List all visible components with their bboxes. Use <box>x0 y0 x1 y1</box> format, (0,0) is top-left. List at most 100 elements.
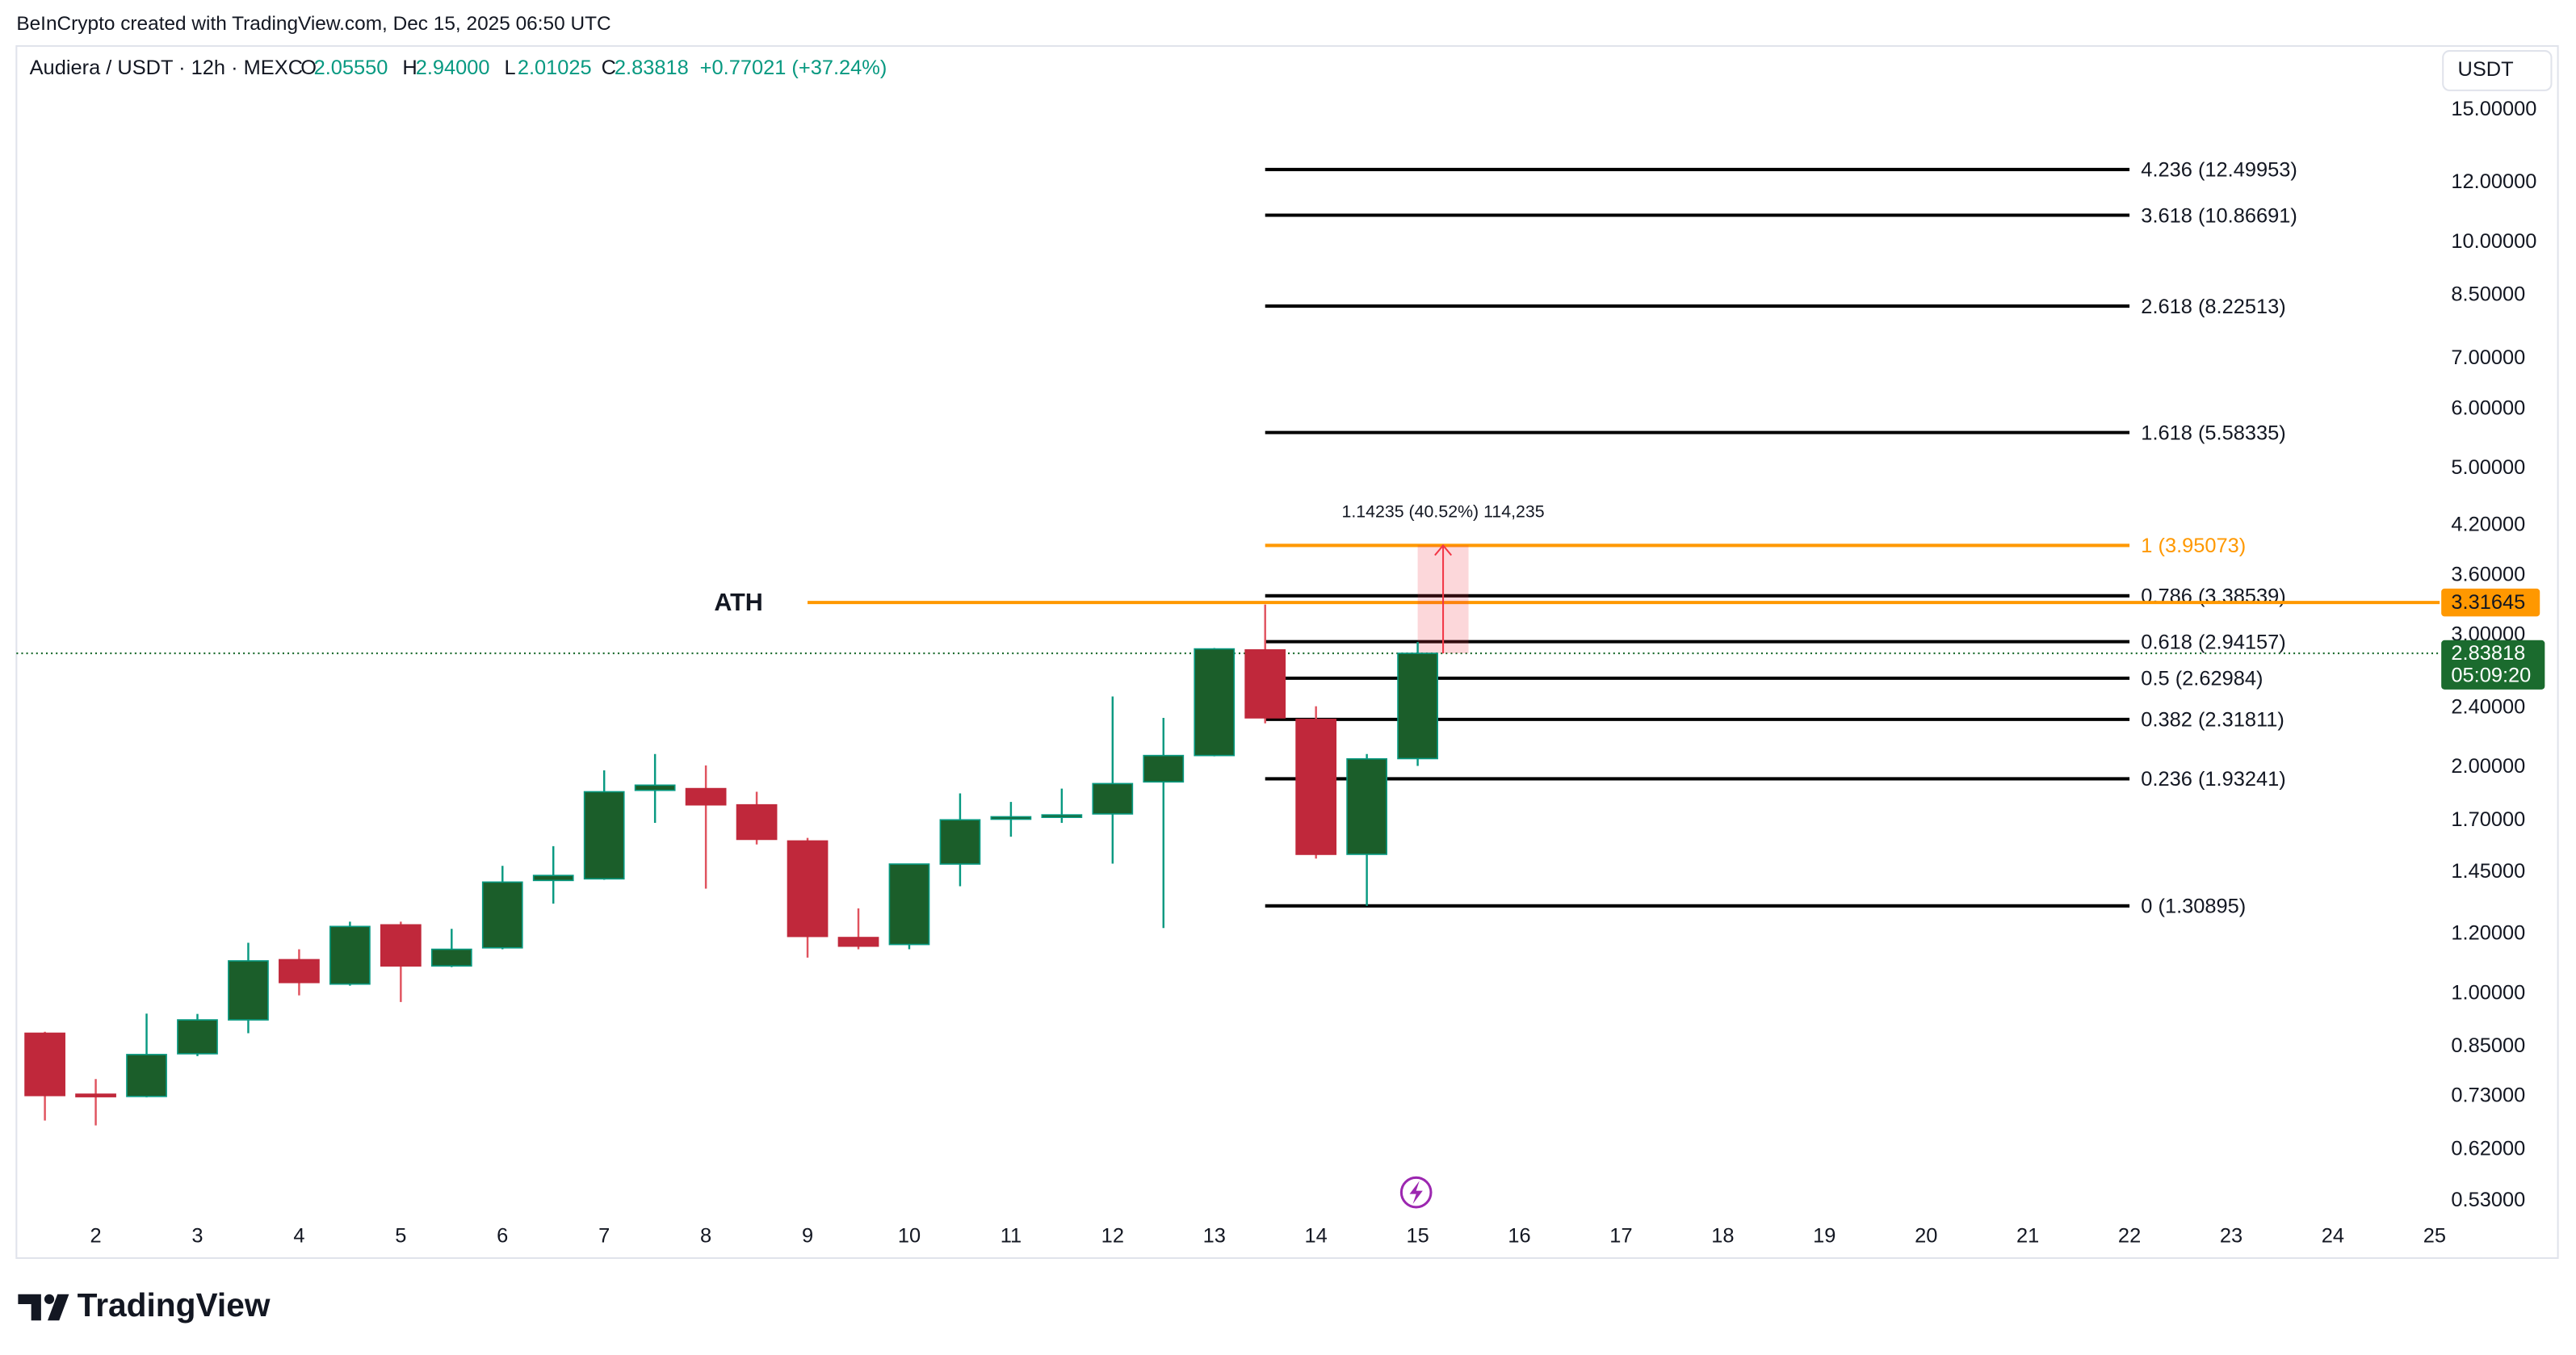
y-tick-label: 15.00000 <box>2451 98 2536 120</box>
fib-label: 0 (1.30895) <box>2141 896 2246 918</box>
candle-body <box>1397 652 1438 760</box>
y-tick-label: 7.00000 <box>2451 346 2525 369</box>
fib-label: 3.618 (10.86691) <box>2141 204 2297 227</box>
candle-body <box>481 881 523 949</box>
change-value: +0.77021 (+37.24%) <box>700 57 887 79</box>
y-tick-label: 1.45000 <box>2451 860 2525 883</box>
candle-body <box>24 1032 65 1097</box>
ohlc-name: O <box>300 57 317 79</box>
y-tick-label: 4.20000 <box>2451 513 2525 535</box>
currency-button[interactable] <box>2442 50 2553 91</box>
logo-icon <box>44 1294 55 1304</box>
x-tick-label: 22 <box>2118 1224 2141 1247</box>
y-tick-label: 2.00000 <box>2451 755 2525 778</box>
y-tick-label: 10.00000 <box>2451 230 2536 253</box>
x-tick-label: 16 <box>1508 1224 1530 1247</box>
y-tick-label: 1.00000 <box>2451 981 2525 1004</box>
attribution: BeInCrypto created with TradingView.com,… <box>16 13 610 35</box>
candle-body <box>888 863 930 946</box>
candle-body <box>430 948 472 967</box>
ath-label: ATH <box>714 589 762 616</box>
candle-body <box>279 959 320 984</box>
candle-body <box>1143 754 1185 783</box>
y-tick-label: 8.50000 <box>2451 283 2525 306</box>
x-tick-label: 17 <box>1609 1224 1632 1247</box>
fib-label: 2.618 (8.22513) <box>2141 296 2285 318</box>
y-tick-label: 2.40000 <box>2451 696 2525 719</box>
tv-logo: TradingView <box>18 1286 271 1324</box>
ohlc-value: 2.05550 <box>314 57 388 79</box>
y-tick-label: 1.70000 <box>2451 808 2525 831</box>
candle-body <box>685 787 727 806</box>
candle-body <box>939 819 981 865</box>
candle-body <box>177 1019 218 1055</box>
fib-label: 0.618 (2.94157) <box>2141 631 2285 653</box>
x-tick-label: 4 <box>293 1224 304 1247</box>
countdown-label: 05:09:20 <box>2451 664 2531 686</box>
x-tick-label: 23 <box>2220 1224 2242 1247</box>
fib-label: 1 (3.95073) <box>2141 535 2246 557</box>
candle-body <box>634 784 676 791</box>
candle-body <box>75 1093 116 1097</box>
y-tick-label: 3.60000 <box>2451 564 2525 586</box>
last-price-label: 2.83818 <box>2451 642 2525 665</box>
candle-body <box>228 960 269 1021</box>
candle-body <box>1295 719 1337 855</box>
x-tick-label: 20 <box>1915 1224 1937 1247</box>
logo-text: TradingView <box>78 1286 271 1324</box>
logo-icon <box>18 1294 41 1321</box>
y-tick-label: 12.00000 <box>2451 170 2536 193</box>
candle-body <box>787 840 829 938</box>
currency-label: USDT <box>2458 58 2514 81</box>
x-tick-label: 25 <box>2423 1224 2446 1247</box>
alert-bolt[interactable] <box>1409 1181 1423 1204</box>
candle-body <box>736 803 778 841</box>
y-tick-label: 6.00000 <box>2451 396 2525 419</box>
candle-body <box>532 875 574 882</box>
candle-body <box>380 924 422 967</box>
x-tick-label: 18 <box>1711 1224 1734 1247</box>
x-tick-label: 6 <box>497 1224 508 1247</box>
ath-price-tag <box>2441 588 2540 617</box>
x-tick-label: 7 <box>598 1224 610 1247</box>
candle-body <box>126 1054 167 1097</box>
x-tick-label: 8 <box>700 1224 711 1247</box>
x-tick-label: 14 <box>1305 1224 1328 1247</box>
x-tick-label: 21 <box>2016 1224 2039 1247</box>
candle-body <box>583 791 625 880</box>
x-tick-label: 11 <box>1001 1224 1022 1247</box>
candle-body <box>837 937 879 947</box>
candle-body <box>1194 648 1236 757</box>
ohlc-value: 2.94000 <box>416 57 490 79</box>
candle-body <box>1041 814 1083 818</box>
x-tick-label: 9 <box>802 1224 813 1247</box>
x-tick-label: 2 <box>90 1224 101 1247</box>
y-tick-label: 0.62000 <box>2451 1138 2525 1160</box>
candle-body <box>1092 782 1134 815</box>
ohlc-name: H <box>402 57 417 79</box>
y-tick-label: 0.85000 <box>2451 1034 2525 1057</box>
fib-label: 0.382 (2.31811) <box>2141 709 2284 732</box>
measure-label: 1.14235 (40.52%) 114,235 <box>1341 501 1544 521</box>
chart-frame <box>15 44 2559 1260</box>
alert-icon[interactable] <box>1399 1176 1433 1209</box>
y-tick-label: 1.20000 <box>2451 922 2525 945</box>
symbol: Audiera / USDT · 12h · MEXC <box>30 57 303 79</box>
last-price-tag <box>2441 640 2545 690</box>
x-tick-label: 5 <box>395 1224 406 1247</box>
fib-label: 0.236 (1.93241) <box>2141 768 2285 791</box>
ohlc-value: 2.83818 <box>615 57 689 79</box>
logo-icon <box>47 1294 69 1321</box>
x-tick-label: 10 <box>898 1224 921 1247</box>
x-tick-label: 13 <box>1203 1224 1226 1247</box>
fib-label: 4.236 (12.49953) <box>2141 159 2297 182</box>
ohlc-value: 2.01025 <box>518 57 592 79</box>
y-tick-label: 0.73000 <box>2451 1084 2525 1107</box>
candle-body <box>1244 649 1286 719</box>
x-tick-label: 12 <box>1101 1224 1124 1247</box>
y-tick-label: 0.53000 <box>2451 1189 2525 1211</box>
ath-price-label: 3.31645 <box>2451 591 2525 614</box>
candle-body <box>1346 757 1387 855</box>
x-tick-label: 3 <box>191 1224 203 1247</box>
